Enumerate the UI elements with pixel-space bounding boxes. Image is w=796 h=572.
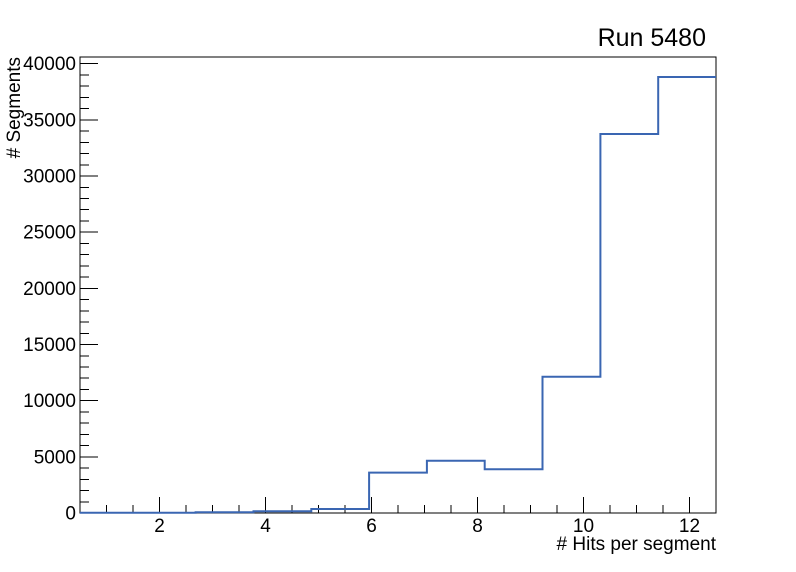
x-tick-label: 2	[154, 516, 165, 537]
y-tick-label: 10000	[23, 391, 76, 412]
y-axis-title: # Segments	[4, 57, 25, 158]
plot-frame	[79, 56, 717, 514]
axis-ticks	[80, 63, 690, 514]
x-tick-label: 10	[573, 516, 594, 537]
y-tick-label: 15000	[23, 335, 76, 356]
x-tick-label: 12	[679, 516, 700, 537]
x-tick-label: 6	[366, 516, 377, 537]
chart-title: Run 5480	[598, 24, 706, 52]
y-tick-label: 35000	[23, 110, 76, 131]
y-tick-label: 30000	[23, 167, 76, 188]
histogram-step-line	[80, 76, 716, 514]
y-tick-label: 20000	[23, 279, 76, 300]
y-tick-label: 25000	[23, 223, 76, 244]
y-tick-label: 5000	[34, 447, 76, 468]
axis-tick-labels: 2 4 6 8 10 12 0 5000 10000 15000 20000 25000 30000 35…	[23, 54, 700, 537]
x-tick-label: 8	[472, 516, 483, 537]
x-axis-title: # Hits per segment	[557, 534, 717, 555]
x-tick-label: 4	[260, 516, 271, 537]
y-tick-label: 40000	[23, 54, 76, 75]
y-tick-label: 0	[65, 504, 76, 525]
